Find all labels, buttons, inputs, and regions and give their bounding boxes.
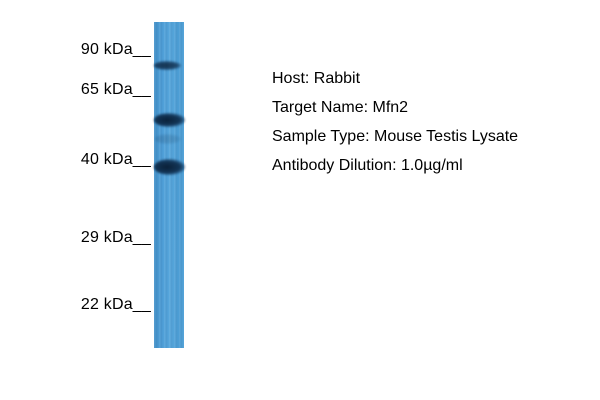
marker-label-29kda: 29 kDa__ [80,229,151,246]
marker-label-40kda: 40 kDa__ [80,151,151,168]
marker-label-90kda: 90 kDa__ [80,41,151,58]
marker-label-22kda: 22 kDa__ [80,296,151,313]
band-faint-smear [155,134,181,144]
band-middle [154,113,185,127]
band-lower [154,159,185,175]
host-line: Host: Rabbit [272,70,361,87]
annotation-text-block: Host: Rabbit Target Name: Mfn2 Sample Ty… [272,69,518,185]
sample-type-line: Sample Type: Mouse Testis Lysate [272,128,519,145]
target-name-line: Target Name: Mfn2 [272,99,409,116]
band-upper [154,61,181,70]
blot-lane [154,22,185,348]
marker-label-65kda: 65 kDa__ [80,81,151,98]
antibody-dilution-line: Antibody Dilution: 1.0µg/ml [272,157,463,174]
